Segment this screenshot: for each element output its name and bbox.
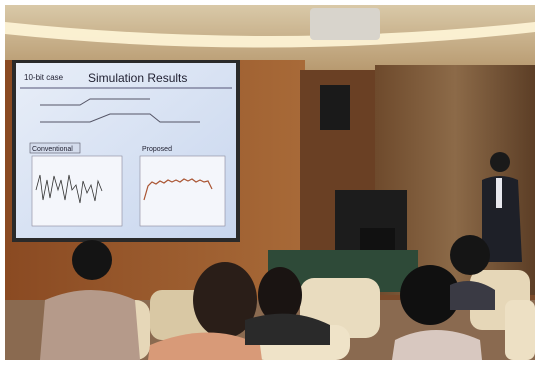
panel-label: Proposed (142, 146, 172, 153)
projector (310, 8, 380, 40)
ceiling-light (5, 22, 535, 48)
panel-label: Conventional (32, 146, 73, 153)
presenter (482, 176, 522, 262)
body (450, 281, 495, 310)
presenter-head (490, 152, 510, 172)
plot-line (35, 174, 103, 204)
head (450, 235, 490, 275)
head (193, 262, 257, 338)
head (258, 267, 302, 323)
diagram (40, 98, 200, 123)
body (148, 332, 262, 360)
speaker-box (320, 85, 350, 130)
plot-line (143, 178, 213, 201)
head (72, 240, 112, 280)
laptop (360, 228, 395, 250)
chair (505, 300, 535, 360)
slide-label: 10-bit case (24, 73, 64, 82)
slide-title: Simulation Results (88, 71, 187, 85)
plot-area (139, 155, 226, 227)
head (400, 265, 460, 325)
audience (40, 235, 495, 360)
plot-area (31, 155, 123, 227)
shirt (496, 178, 502, 208)
panel-tab (29, 142, 81, 154)
body (392, 330, 482, 360)
body (245, 313, 330, 345)
body (40, 290, 140, 360)
